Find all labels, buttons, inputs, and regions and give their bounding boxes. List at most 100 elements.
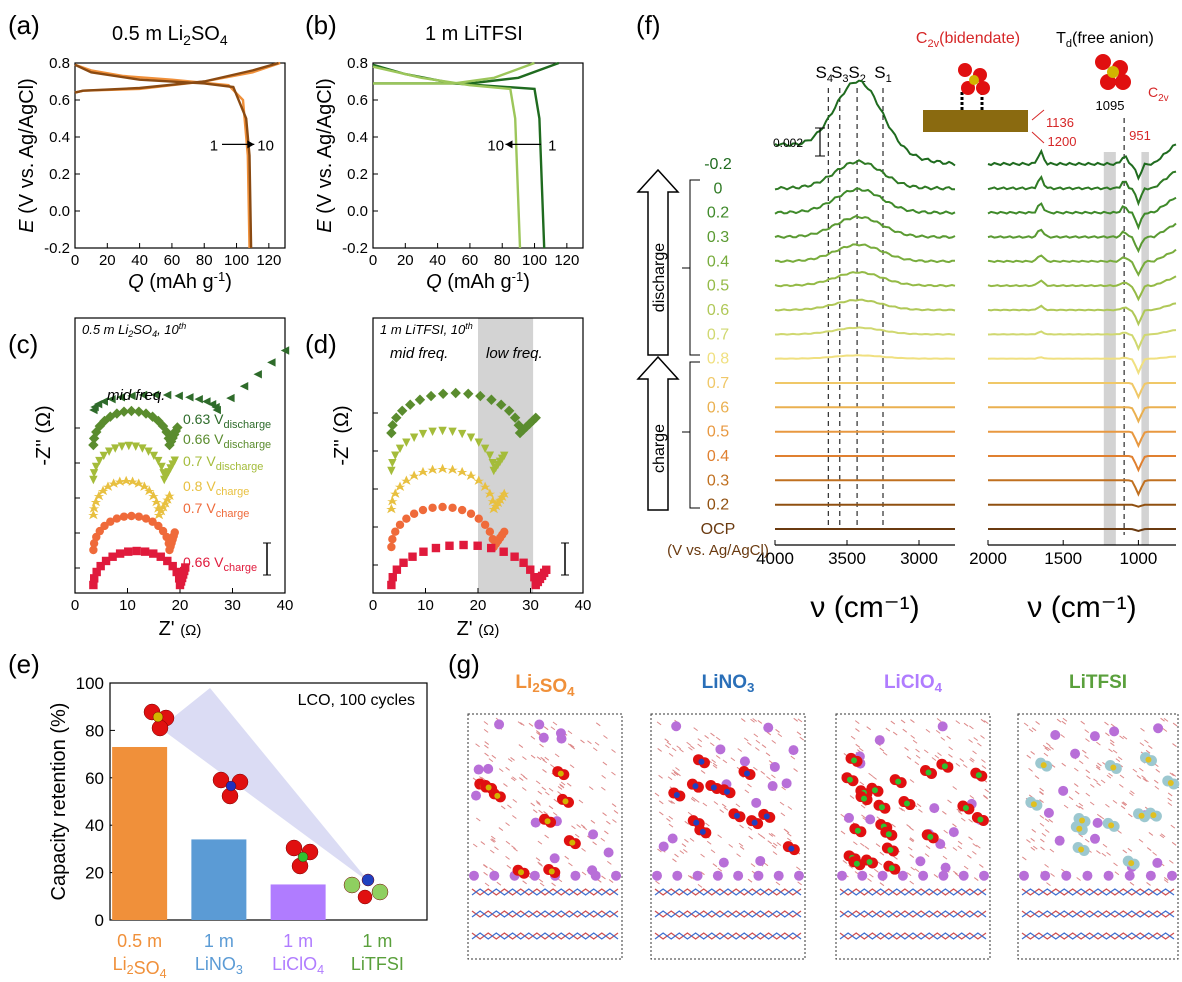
water-molecule <box>1146 847 1152 851</box>
electrode-lattice <box>1021 888 1175 896</box>
water-molecule <box>554 753 560 758</box>
li-ion <box>769 761 780 772</box>
panel-d-point <box>428 427 437 436</box>
panel-c-ylabel: -Z'' (Ω) <box>33 405 55 465</box>
panel-c-point <box>107 394 116 404</box>
water-molecule <box>1090 783 1095 788</box>
water-molecule <box>1155 768 1161 773</box>
water-molecule <box>882 751 888 756</box>
panel-b-annot-to: 1 <box>548 137 556 154</box>
water-molecule <box>848 864 854 869</box>
li-ion <box>1092 817 1103 828</box>
water-molecule <box>672 858 677 863</box>
water-molecule <box>536 756 542 761</box>
panel-d-point <box>386 503 397 514</box>
water-molecule <box>755 747 760 751</box>
panel-d-point <box>473 475 484 485</box>
panel-b-xtick-label: 100 <box>522 252 547 269</box>
water-molecule <box>943 829 949 834</box>
water-molecule <box>912 739 918 744</box>
water-molecule <box>553 798 559 803</box>
li-ion <box>788 745 799 756</box>
panel-b-ytick-label: 0.8 <box>347 55 368 72</box>
panel-d-point <box>457 429 467 439</box>
water-molecule <box>793 717 798 722</box>
water-molecule <box>1119 783 1124 788</box>
panel-d-point <box>524 418 535 430</box>
li-ion <box>692 870 703 881</box>
water-molecule <box>684 838 689 843</box>
water-molecule <box>1136 775 1142 779</box>
water-molecule <box>484 744 489 749</box>
water-molecule <box>864 845 870 850</box>
panel-b-annot-arrowhead <box>505 140 513 149</box>
water-molecule <box>1041 832 1047 837</box>
water-molecule <box>855 743 861 748</box>
water-molecule <box>1120 805 1126 810</box>
panel-f-trace-left <box>774 270 956 288</box>
water-molecule <box>957 845 963 850</box>
tfsi-molecule-icon <box>343 876 361 894</box>
panel-d-point <box>530 412 541 423</box>
water-molecule <box>768 833 774 837</box>
panel-d-point <box>388 572 397 582</box>
anion-center <box>941 763 948 770</box>
panel-b-xtick-label: 80 <box>494 252 511 269</box>
anion-center <box>693 819 700 826</box>
panel-g-snapshots: Li2SO4 LiNO3 LiClO4 LiTFSI <box>467 672 1180 960</box>
panel-a-title: 0.5 m Li2SO4 <box>112 23 228 48</box>
panel-c-point <box>90 496 102 507</box>
electrode-lattice <box>654 888 802 896</box>
panel-d-point <box>387 419 398 431</box>
water-molecule <box>613 810 619 814</box>
sulfate-molecule-icon <box>976 81 990 95</box>
water-molecule <box>980 718 986 723</box>
panel-c-point <box>124 441 134 451</box>
water-molecule <box>670 800 675 805</box>
water-molecule <box>505 855 510 860</box>
water-molecule <box>1127 813 1133 818</box>
panel-d-point <box>387 495 398 506</box>
water-molecule <box>674 853 679 858</box>
panel-c-point <box>92 567 101 577</box>
water-molecule <box>893 855 898 860</box>
water-molecule <box>687 875 693 879</box>
water-molecule <box>1026 839 1031 843</box>
panel-f-potential-label: 0.3 <box>707 472 729 489</box>
water-molecule <box>548 787 554 792</box>
panel-d-point <box>495 399 507 410</box>
water-molecule <box>1061 720 1067 725</box>
panel-b-ytick-label: 0.2 <box>347 166 368 183</box>
water-molecule <box>728 843 734 848</box>
panel-d-point <box>485 527 495 536</box>
electrode-lattice <box>654 932 802 940</box>
water-molecule <box>611 771 616 776</box>
water-molecule <box>1171 841 1177 846</box>
water-molecule <box>740 718 746 722</box>
water-molecule <box>1160 717 1165 722</box>
water-molecule <box>544 834 549 839</box>
li-ion <box>929 803 940 814</box>
panel-d-point <box>395 520 405 529</box>
li-ion <box>570 870 581 881</box>
water-molecule <box>560 781 566 786</box>
water-molecule <box>952 847 958 851</box>
water-molecule <box>723 806 729 811</box>
water-molecule <box>787 806 793 810</box>
panel-c-point <box>132 546 141 556</box>
li-ion <box>948 827 959 838</box>
water-molecule <box>1056 718 1062 723</box>
water-molecule <box>735 803 741 808</box>
water-molecule <box>953 870 958 875</box>
panel-c-point <box>141 514 151 523</box>
panel-d-point <box>391 451 400 460</box>
water-molecule <box>748 835 754 840</box>
water-molecule <box>580 824 586 829</box>
panel-a-xlabel: Q (mAh g-1) <box>128 269 232 293</box>
panel-f-c2v-title: C2v(bidendate) <box>916 30 1020 50</box>
water-molecule <box>957 840 963 845</box>
panel-d-point <box>408 552 417 561</box>
panel-e-category-top: 1 m <box>204 931 234 951</box>
panel-c-xtick-label: 0 <box>71 597 79 614</box>
water-molecule <box>963 722 969 727</box>
